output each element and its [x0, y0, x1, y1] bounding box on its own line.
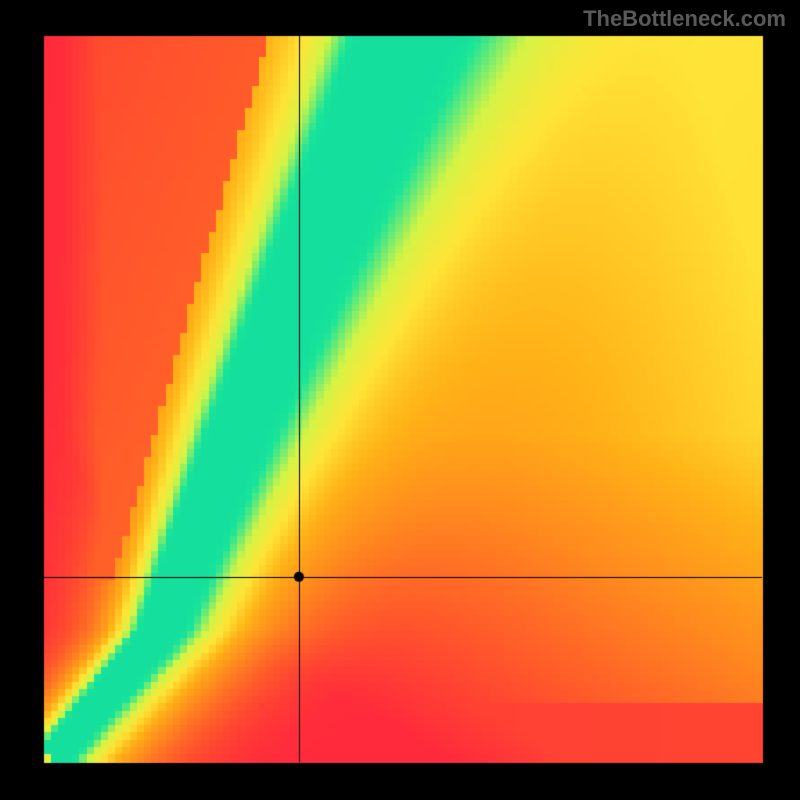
heatmap-chart: [0, 0, 800, 805]
attribution-label: TheBottleneck.com: [583, 6, 786, 32]
